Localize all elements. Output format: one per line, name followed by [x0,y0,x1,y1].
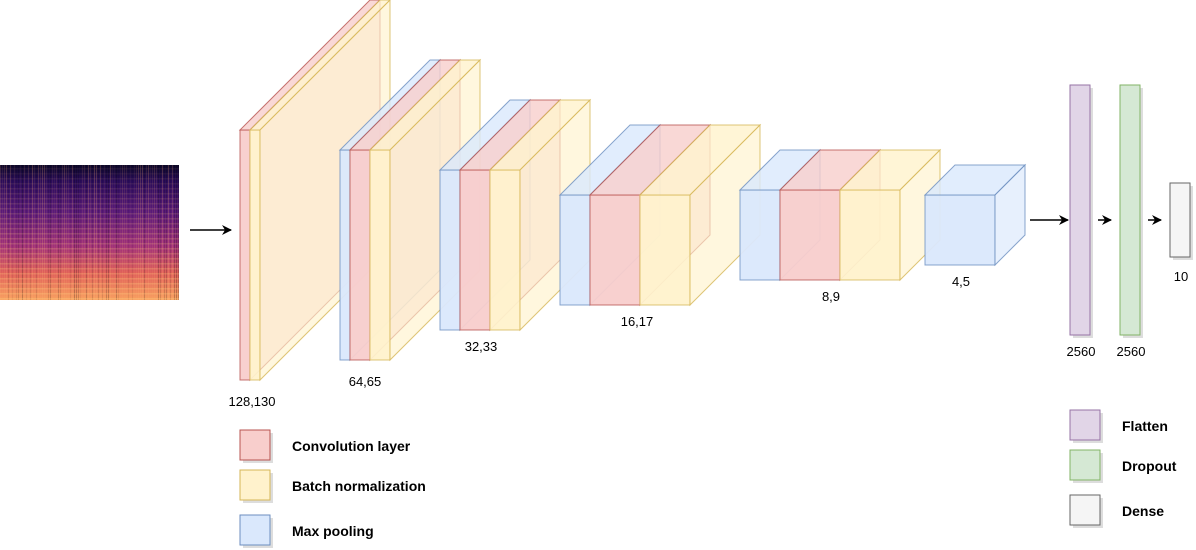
batch-norm-block [488,98,592,332]
max-pool-block [923,163,1027,267]
legend-conv: Convolution layer [239,429,411,463]
legend-label: Convolution layer [292,438,411,454]
layer-blocks [238,0,1027,382]
legend-dropout: Dropout [1069,449,1177,483]
layer-dim-label: 128,130 [229,394,276,409]
legend-dense: Dense [1069,494,1164,528]
layer-dim-label: 16,17 [621,314,654,329]
layer-dim-label: 10 [1174,269,1188,284]
spectrogram-input-image [0,165,179,300]
legend-batch: Batch normalization [239,469,426,503]
legend-flatten: Flatten [1069,409,1168,443]
batch-norm-block [248,0,391,382]
flatten-bar [1069,84,1093,338]
layer-dim-label: 32,33 [465,339,498,354]
layer-dim-label: 8,9 [822,289,840,304]
legend-label: Flatten [1122,418,1168,434]
layer-dim-label: 64,65 [349,374,382,389]
legend-label: Max pooling [292,523,374,539]
legend-pool: Max pooling [239,514,374,548]
layer-dim-label: 4,5 [952,274,970,289]
dropout-bar [1119,84,1143,338]
layer-dim-label: 2560 [1117,344,1146,359]
dense-bar [1169,182,1193,260]
legend-label: Dense [1122,503,1164,519]
legend-label: Batch normalization [292,478,426,494]
batch-norm-block [638,123,762,307]
layer-dim-label: 2560 [1067,344,1096,359]
legend-label: Dropout [1122,458,1177,474]
